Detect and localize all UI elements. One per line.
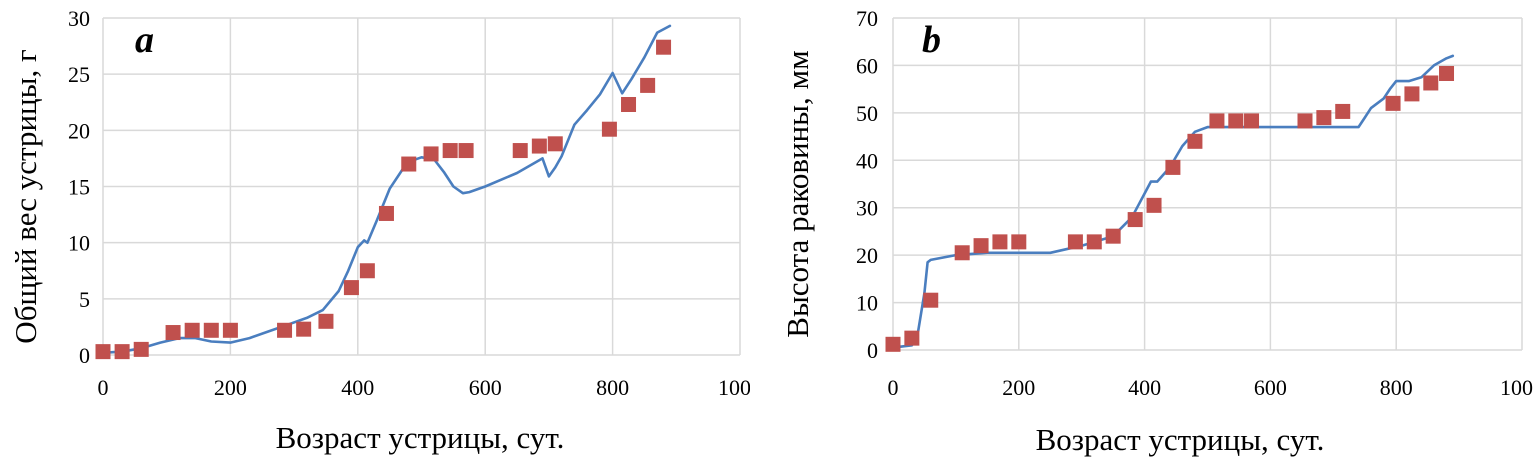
chart-a-data-point xyxy=(423,146,439,162)
chart-a-data-point xyxy=(222,322,238,338)
chart-b-data-point xyxy=(1297,113,1313,129)
chart-b-data-point xyxy=(1105,228,1121,244)
chart-a-data-point xyxy=(656,39,672,55)
chart-a-x-tick-label: 400 xyxy=(341,375,374,400)
chart-b-data-point xyxy=(992,234,1008,250)
chart-b-data-point xyxy=(973,238,989,254)
chart-a-data-point xyxy=(601,121,617,137)
chart-a-data-point xyxy=(547,136,563,152)
chart-b-data-point xyxy=(1209,113,1225,129)
chart-b-y-tick-label: 70 xyxy=(856,6,878,31)
chart-b-x-axis-label: Возраст устрицы, сут. xyxy=(1036,422,1325,457)
chart-b-y-tick-label: 20 xyxy=(856,243,878,268)
chart-a-x-tick-label: 200 xyxy=(214,375,247,400)
chart-b-data-point xyxy=(1187,133,1203,149)
chart-a-y-tick-label: 0 xyxy=(79,343,90,368)
chart-b-data-point xyxy=(1439,65,1455,81)
chart-b-data-point xyxy=(885,336,901,352)
chart-a-data-point xyxy=(277,322,293,338)
chart-b-x-tick-label: 400 xyxy=(1128,375,1161,400)
chart-b-y-axis-label: Высота раковины, мм xyxy=(780,50,815,337)
chart-a-x-tick-label: 0 xyxy=(98,375,109,400)
chart-b-panel-label: b xyxy=(922,19,941,61)
chart-b-data-point xyxy=(1385,95,1401,111)
chart-a-y-tick-label: 10 xyxy=(68,231,90,256)
chart-a-y-tick-label: 20 xyxy=(68,118,90,143)
chart-a-data-point xyxy=(95,344,111,360)
chart-b-y-tick-label: 60 xyxy=(856,53,878,78)
chart-a-y-axis-label: Общий вес устрицы, г xyxy=(8,49,43,343)
chart-a-data-point xyxy=(184,322,200,338)
chart-a-panel-label: a xyxy=(135,19,154,61)
chart-b-y-tick-label: 30 xyxy=(856,196,878,221)
chart-a-data-point xyxy=(203,322,219,338)
chart-a-y-tick-label: 25 xyxy=(68,62,90,87)
chart-a-model-line xyxy=(101,24,672,355)
chart-a-data-point xyxy=(640,77,656,93)
chart-a-data-point xyxy=(378,205,394,221)
chart-a-data-point xyxy=(621,96,637,112)
chart-b-data-point xyxy=(1165,159,1181,175)
chart-a-y-tick-label: 5 xyxy=(79,287,90,312)
chart-a-x-axis-label: Возраст устрицы, сут. xyxy=(276,420,565,455)
chart-b-data-point xyxy=(1316,110,1332,126)
chart-b-data-point xyxy=(1146,197,1162,213)
chart-b-data-point xyxy=(1335,103,1351,119)
chart-b-data-point xyxy=(1086,234,1102,250)
chart-b-data-point xyxy=(954,245,970,261)
chart-b-x-tick-label: 600 xyxy=(1254,375,1287,400)
chart-a-data-point xyxy=(114,344,130,360)
chart-a-data-point xyxy=(442,143,458,159)
chart-a-x-tick-label: 800 xyxy=(596,375,629,400)
chart-b-data-point xyxy=(1067,234,1083,250)
chart-b-data-point xyxy=(1011,234,1027,250)
chart-a-data-point xyxy=(359,263,375,279)
chart-a-data-point xyxy=(165,325,181,341)
chart-a-x-tick-label: 600 xyxy=(469,375,502,400)
chart-b-y-tick-label: 10 xyxy=(856,291,878,316)
chart-b-x-tick-label: 800 xyxy=(1380,375,1413,400)
chart-b-data-point xyxy=(923,292,939,308)
chart-a-data-point xyxy=(401,156,417,172)
chart-b-data-point xyxy=(1423,75,1439,91)
chart-a-data-point xyxy=(133,341,149,357)
chart-a-data-point xyxy=(296,321,312,337)
chart-b-x-tick-label: 200 xyxy=(1002,375,1035,400)
chart-b-y-tick-label: 40 xyxy=(856,148,878,173)
chart-a-data-point xyxy=(531,138,547,154)
chart-a-data-point xyxy=(458,143,474,159)
chart-b-model-line xyxy=(891,54,1455,349)
chart-b-y-tick-label: 0 xyxy=(867,338,878,363)
chart-b-x-tick-label: 0 xyxy=(888,375,899,400)
chart-b-data-point xyxy=(1228,113,1244,129)
chart-b-data-point xyxy=(1244,113,1260,129)
chart-a-data-point xyxy=(318,313,334,329)
chart-a-data-point xyxy=(343,280,359,296)
chart-a-y-tick-label: 30 xyxy=(68,6,90,31)
chart-a-data-point xyxy=(512,143,528,159)
chart-a-y-tick-label: 15 xyxy=(68,175,90,200)
chart-b-data-point xyxy=(1127,212,1143,228)
chart-b-y-tick-label: 50 xyxy=(856,101,878,126)
chart-b-data-point xyxy=(904,330,920,346)
chart-b-data-point xyxy=(1404,86,1420,102)
